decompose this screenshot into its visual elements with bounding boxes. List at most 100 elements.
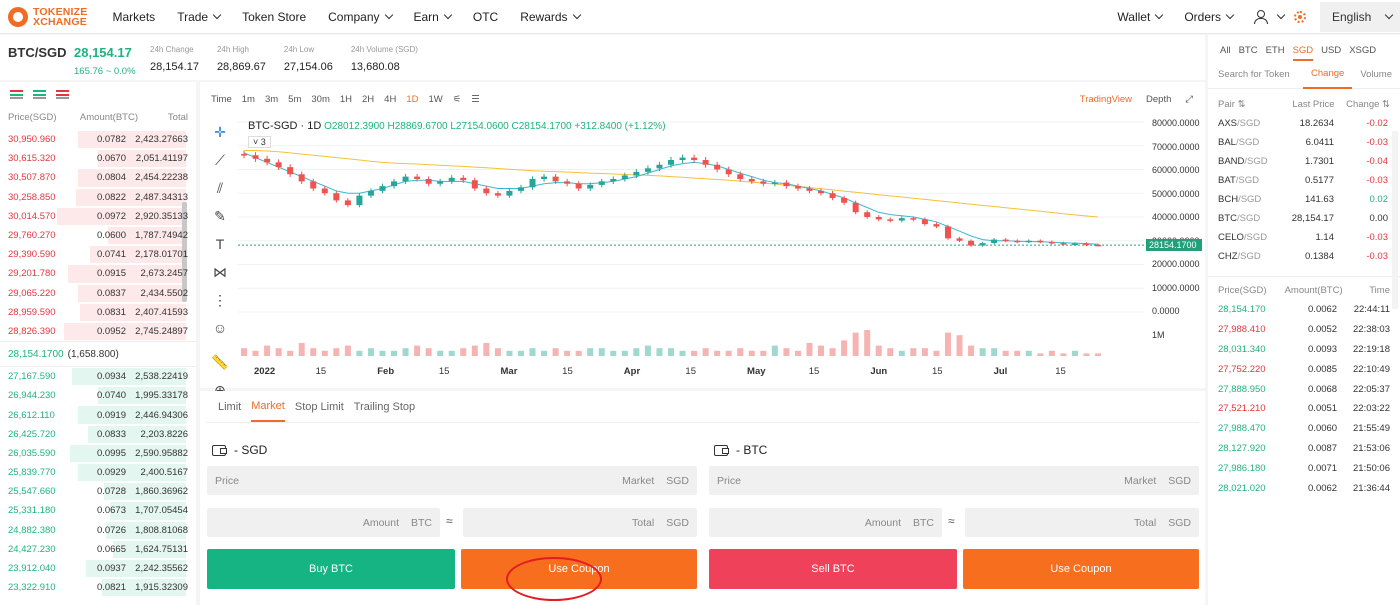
- order-book-row[interactable]: 23,322.910 0.0821 1,915.32309: [0, 578, 196, 597]
- prediction-tool-icon[interactable]: ⋮: [213, 291, 227, 308]
- tab-xsgd[interactable]: XSGD: [1349, 45, 1377, 56]
- order-book-row[interactable]: 30,950.960 0.0782 2,423.27663: [0, 130, 196, 149]
- order-book-row[interactable]: 24,427.230 0.0665 1,624.75131: [0, 540, 196, 559]
- ruler-icon[interactable]: 📏: [211, 353, 229, 370]
- order-book-row[interactable]: 23,912.040 0.0937 2,242.35562: [0, 559, 196, 578]
- indicator-settings-icon[interactable]: ⚟: [452, 93, 462, 105]
- nav-rewards[interactable]: Rewards: [520, 10, 581, 24]
- buy-button[interactable]: Buy BTC: [207, 549, 455, 589]
- interval-30m[interactable]: 30m: [311, 93, 330, 105]
- nav-trade[interactable]: Trade: [177, 10, 222, 24]
- order-book-row[interactable]: 30,014.570 0.0972 2,920.35133: [0, 207, 196, 226]
- market-row[interactable]: BTC/SGD 28,154.17 0.00: [1208, 209, 1400, 228]
- order-book-row[interactable]: 27,167.590 0.0934 2,538.22419: [0, 367, 196, 386]
- language-select[interactable]: English: [1320, 1, 1400, 32]
- order-book-row[interactable]: 25,839.770 0.0929 2,400.5167: [0, 463, 196, 482]
- order-book-row[interactable]: 26,035.590 0.0995 2,590.95882: [0, 444, 196, 463]
- nav-company[interactable]: Company: [328, 10, 393, 24]
- market-row[interactable]: BCH/SGD 141.63 0.02: [1208, 190, 1400, 209]
- buy-use-coupon-button[interactable]: Use Coupon: [461, 549, 697, 601]
- header-last-price[interactable]: Last Price: [1292, 99, 1335, 110]
- order-book-row[interactable]: 28,826.390 0.0952 2,745.24897: [0, 322, 196, 341]
- nav-earn[interactable]: Earn: [414, 10, 453, 24]
- order-book-row[interactable]: 26,612.110 0.0919 2,446.94306: [0, 405, 196, 424]
- order-book-row[interactable]: 25,331.180 0.0673 1,707.05454: [0, 501, 196, 520]
- fullscreen-icon[interactable]: ⤢: [1185, 93, 1193, 105]
- order-book-row[interactable]: 28,959.590 0.0831 2,407.41593: [0, 303, 196, 322]
- zoom-in-icon[interactable]: ⊕: [214, 381, 226, 398]
- text-tool-icon[interactable]: T: [215, 236, 225, 252]
- buy-price-input[interactable]: Price Market SGD: [207, 466, 697, 495]
- market-row[interactable]: BAND/SGD 1.7301 -0.04: [1208, 152, 1400, 171]
- order-book-row[interactable]: 25,547.660 0.0728 1,860.36962: [0, 482, 196, 501]
- market-row[interactable]: CHZ/SGD 0.1384 -0.03: [1208, 247, 1400, 266]
- logo[interactable]: TOKENIZE XCHANGE: [8, 6, 88, 27]
- order-book-row[interactable]: 24,882.380 0.0726 1,808.81068: [0, 521, 196, 540]
- interval-time[interactable]: Time: [211, 93, 232, 105]
- order-book-row[interactable]: 26,425.720 0.0833 2,203.8226: [0, 425, 196, 444]
- interval-2h[interactable]: 2H: [362, 93, 375, 105]
- emoji-icon[interactable]: ☺: [212, 320, 228, 336]
- orderbook-both-icon[interactable]: [10, 90, 23, 99]
- market-row[interactable]: AXS/SGD 18.2634 -0.02: [1208, 114, 1400, 133]
- nav-token-store[interactable]: Token Store: [242, 10, 306, 24]
- order-book-row[interactable]: 26,944.230 0.0740 1,995.33178: [0, 386, 196, 405]
- account-menu[interactable]: [1248, 10, 1286, 24]
- brush-icon[interactable]: ✎: [214, 207, 226, 224]
- nav-otc[interactable]: OTC: [473, 10, 498, 24]
- interval-1h[interactable]: 1H: [339, 93, 353, 105]
- order-book-row[interactable]: 29,201.780 0.0915 2,673.2457: [0, 264, 196, 283]
- price-chart[interactable]: [238, 116, 1144, 362]
- order-book-row[interactable]: 29,760.270 0.0600 1,787.74942: [0, 226, 196, 245]
- nav-wallet[interactable]: Wallet: [1117, 10, 1164, 24]
- trend-line-icon[interactable]: ⟋: [215, 151, 225, 168]
- nav-markets[interactable]: Markets: [113, 10, 156, 24]
- sell-price-input[interactable]: Price Market SGD: [709, 466, 1199, 495]
- sell-button[interactable]: Sell BTC: [709, 549, 957, 589]
- order-book-row[interactable]: 29,390.590 0.0741 2,178.01701: [0, 245, 196, 264]
- market-row[interactable]: CELO/SGD 1.14 -0.03: [1208, 228, 1400, 247]
- market-row[interactable]: BAL/SGD 6.0411 -0.03: [1208, 133, 1400, 152]
- tab-stop-limit[interactable]: Stop Limit: [294, 400, 344, 413]
- order-book-row[interactable]: 29,065.220 0.0837 2,434.5502: [0, 284, 196, 303]
- search-input[interactable]: Search for Token: [1218, 69, 1290, 80]
- tab-eth[interactable]: ETH: [1265, 45, 1285, 56]
- market-row[interactable]: BAT/SGD 0.5177 -0.03: [1208, 171, 1400, 190]
- fib-tool-icon[interactable]: ⫽: [216, 179, 224, 196]
- order-book-row[interactable]: 30,615.320 0.0670 2,051.41197: [0, 149, 196, 168]
- sort-volume[interactable]: Volume: [1360, 69, 1392, 80]
- interval-5m[interactable]: 5m: [288, 93, 302, 105]
- theme-toggle-icon[interactable]: [1294, 10, 1306, 23]
- interval-4h[interactable]: 4H: [384, 93, 397, 105]
- chart-list-icon[interactable]: ☰: [471, 93, 480, 105]
- buy-amount-input[interactable]: Amount BTC: [207, 508, 440, 537]
- tab-sgd[interactable]: SGD: [1292, 45, 1314, 61]
- crosshair-icon[interactable]: ✛: [214, 123, 226, 140]
- tradingview-tab[interactable]: TradingView: [1079, 93, 1133, 105]
- order-book-scrollbar[interactable]: [182, 202, 187, 302]
- buy-total-input[interactable]: Total SGD: [463, 508, 697, 537]
- orderbook-asks-icon[interactable]: [56, 90, 69, 99]
- header-pair[interactable]: Pair ⇅: [1218, 99, 1246, 110]
- order-book-row[interactable]: 30,507.870 0.0804 2,454.22238: [0, 168, 196, 187]
- sell-use-coupon-button[interactable]: Use Coupon: [963, 549, 1199, 589]
- sort-change[interactable]: Change: [1303, 61, 1353, 89]
- tab-all[interactable]: All: [1220, 45, 1231, 56]
- tab-usd[interactable]: USD: [1321, 45, 1342, 56]
- pattern-tool-icon[interactable]: ⋈: [213, 263, 227, 280]
- header-change[interactable]: Change ⇅: [1346, 99, 1390, 110]
- legend-indicator-count[interactable]: ˅ 3: [248, 136, 271, 148]
- markets-scrollbar[interactable]: [1392, 131, 1398, 309]
- tab-btc[interactable]: BTC: [1238, 45, 1258, 56]
- interval-3m[interactable]: 3m: [264, 93, 279, 105]
- tab-limit[interactable]: Limit: [218, 400, 242, 413]
- sell-amount-input[interactable]: Amount BTC: [709, 508, 942, 537]
- sell-total-input[interactable]: Total SGD: [965, 508, 1199, 537]
- interval-1m[interactable]: 1m: [241, 93, 255, 105]
- order-book-row[interactable]: 30,258.850 0.0822 2,487.34313: [0, 188, 196, 207]
- interval-1d[interactable]: 1D: [406, 93, 419, 105]
- tab-trailing-stop[interactable]: Trailing Stop: [353, 400, 416, 413]
- depth-tab[interactable]: Depth: [1146, 93, 1172, 105]
- nav-orders[interactable]: Orders: [1184, 10, 1235, 24]
- tab-market[interactable]: Market: [251, 392, 285, 422]
